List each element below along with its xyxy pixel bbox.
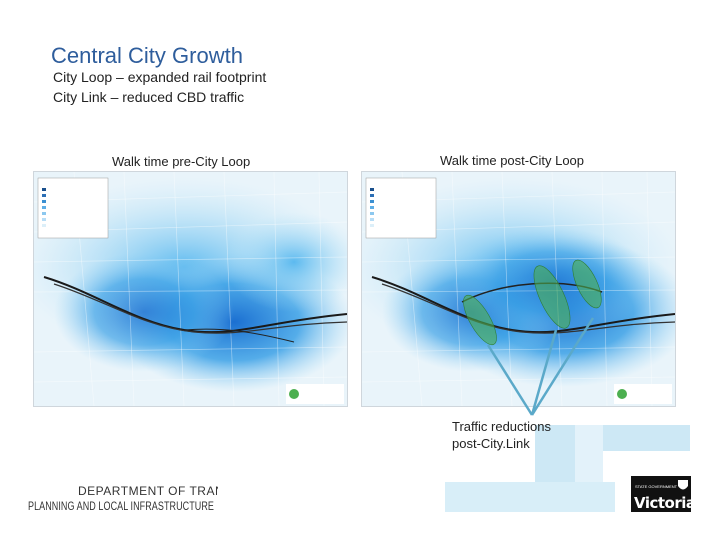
subtitle-line-city-loop: City Loop – expanded rail footprint [53,69,267,85]
department-line-1: DEPARTMENT OF TRANSPORT, [78,484,218,498]
arrow-to-flinders [530,329,558,416]
department-line-2: PLANNING AND LOCAL INFRASTRUCTURE [28,499,214,513]
victoria-logo: STATE GOVERNMENT Victoria [631,476,696,512]
walk-time-map-pre [33,171,348,407]
walk-time-map-post [361,171,676,407]
victoria-crest-icon [678,480,688,490]
annotation-line-2: post-City.Link [452,436,530,451]
department-logo: DEPARTMENT OF TRANSPORT, PLANNING AND LO… [28,484,218,513]
traffic-reductions-annotation: Traffic reductions post-City.Link [452,418,551,452]
victoria-small-text: STATE GOVERNMENT [635,484,678,489]
arrow-to-parliament [530,317,595,416]
map-caption-pre: Walk time pre-City Loop [112,154,251,169]
slide-title: Central City Growth [51,43,243,68]
decorative-logo-shapes [445,425,690,512]
arrow-to-southern-cross [486,344,534,416]
annotation-line-1: Traffic reductions [452,419,551,434]
subtitle-line-city-link: City Link – reduced CBD traffic [53,89,245,105]
victoria-wordmark: Victoria [634,494,696,512]
map-caption-post: Walk time post-City Loop [440,153,585,168]
